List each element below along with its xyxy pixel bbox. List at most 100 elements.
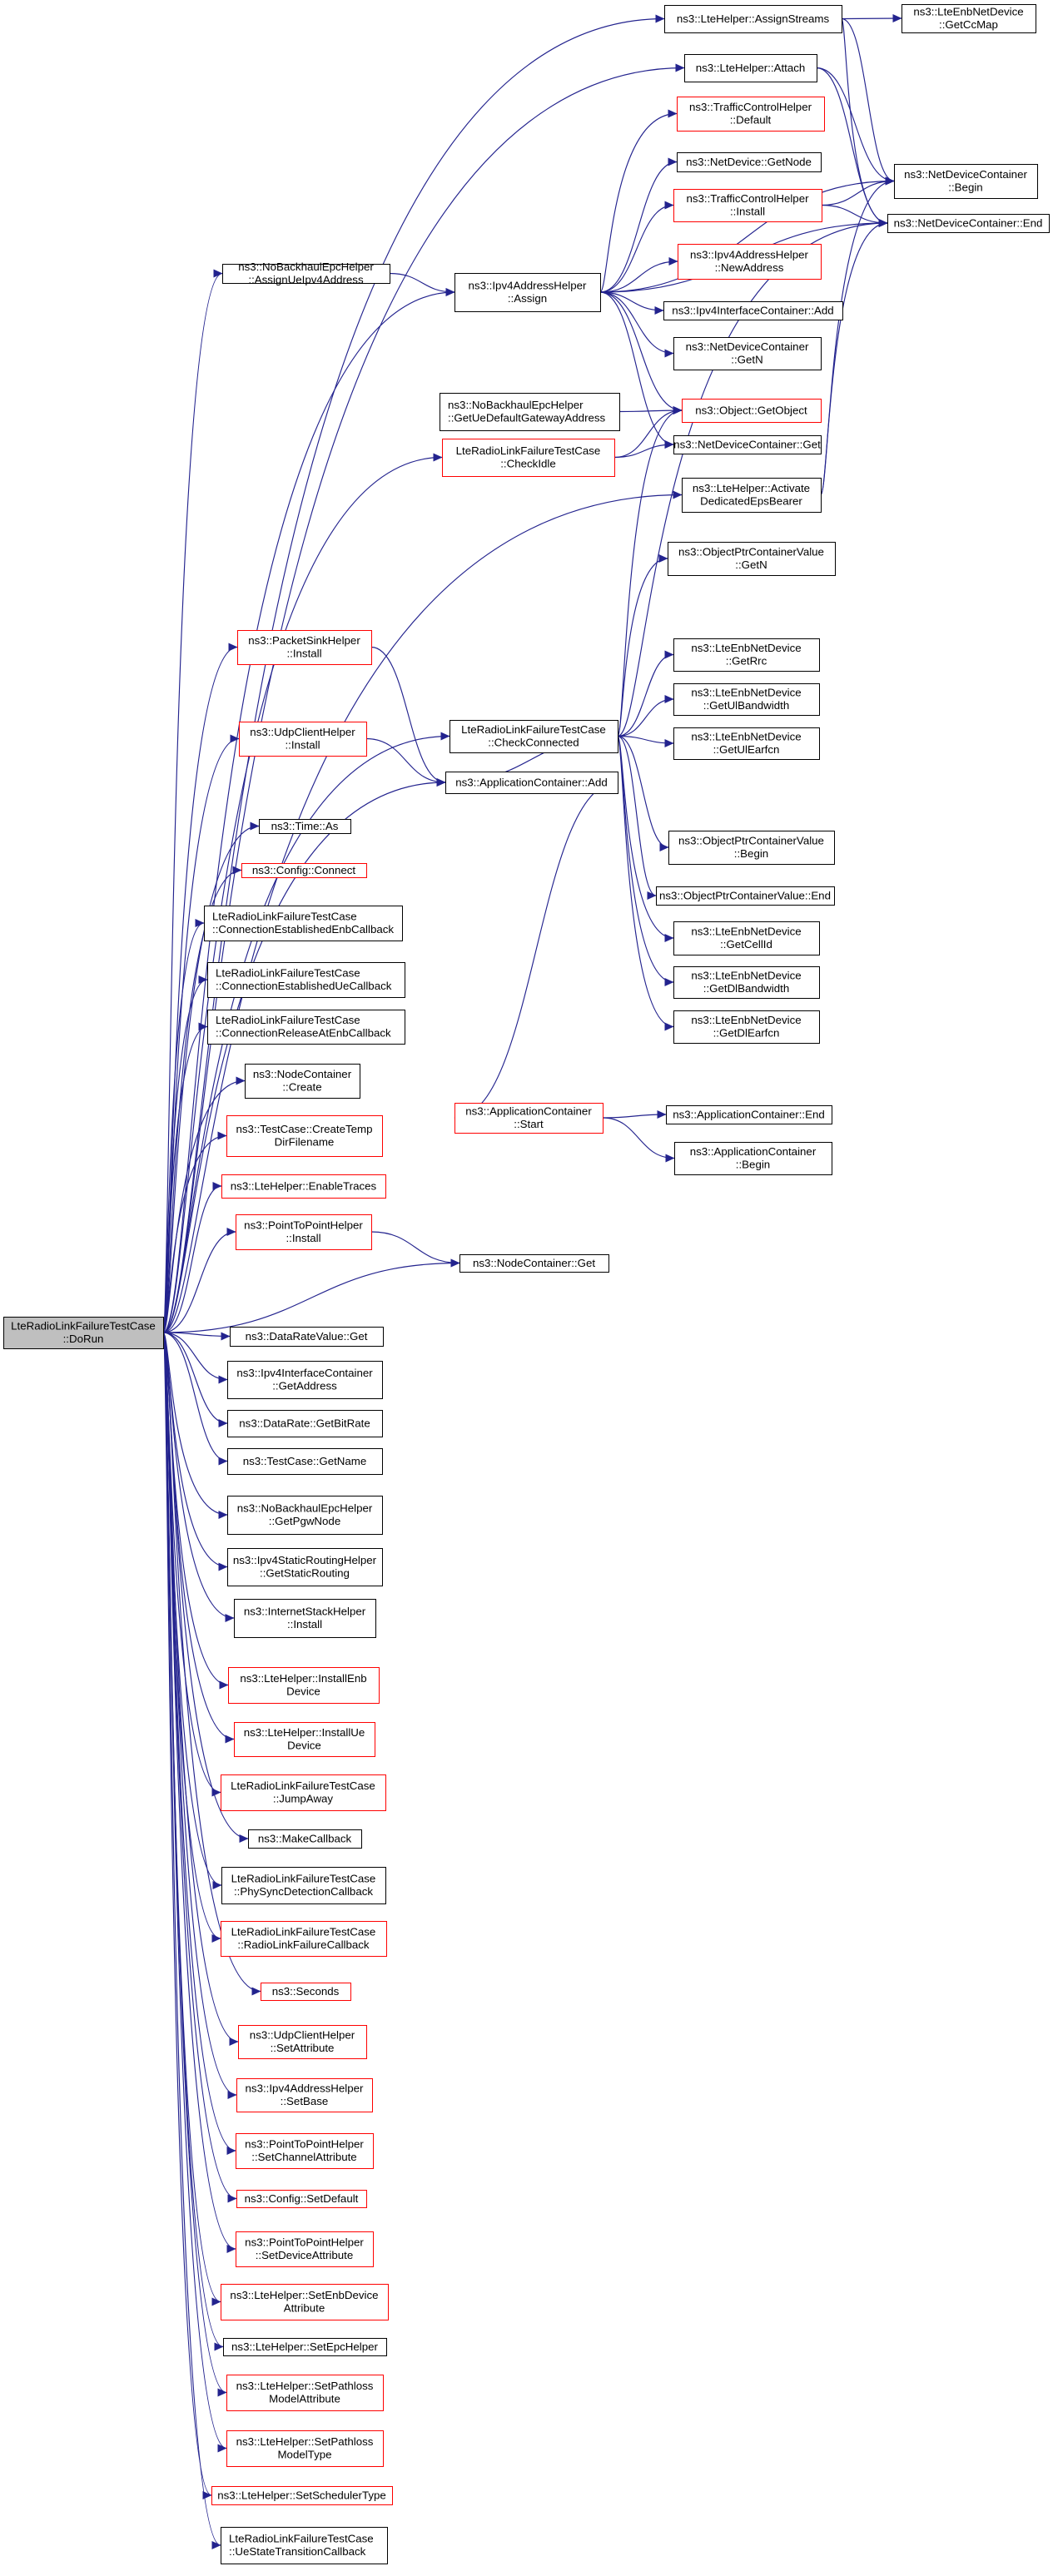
svg-text:LteRadioLinkFailureTestCase: LteRadioLinkFailureTestCase: [11, 1320, 156, 1333]
svg-text:ns3::ObjectPtrContainerValue: ns3::ObjectPtrContainerValue: [678, 546, 824, 558]
svg-text:::CheckIdle: ::CheckIdle: [500, 458, 556, 470]
svg-text:ns3::LteEnbNetDevice: ns3::LteEnbNetDevice: [691, 926, 801, 938]
svg-text:Device: Device: [286, 1685, 320, 1698]
svg-text:ns3::LteHelper::SetPathloss: ns3::LteHelper::SetPathloss: [236, 2380, 374, 2392]
svg-text:::Start: ::Start: [514, 1118, 544, 1130]
svg-text:ns3::Ipv4InterfaceContainer: ns3::Ipv4InterfaceContainer: [236, 1367, 373, 1379]
svg-text:ns3::DataRateValue::Get: ns3::DataRateValue::Get: [246, 1330, 368, 1343]
svg-text:::Begin: ::Begin: [736, 1159, 770, 1171]
svg-text:::GetStaticRouting: ::GetStaticRouting: [260, 1567, 350, 1580]
svg-text:LteRadioLinkFailureTestCase: LteRadioLinkFailureTestCase: [216, 1014, 360, 1026]
svg-text:ns3::NetDeviceContainer: ns3::NetDeviceContainer: [904, 168, 1027, 181]
svg-text:ns3::LteEnbNetDevice: ns3::LteEnbNetDevice: [913, 6, 1023, 18]
svg-text:::SetBase: ::SetBase: [281, 2095, 329, 2107]
svg-text:ns3::LteHelper::SetSchedulerTy: ns3::LteHelper::SetSchedulerType: [217, 2489, 386, 2501]
svg-text:ns3::LteEnbNetDevice: ns3::LteEnbNetDevice: [691, 1014, 801, 1026]
svg-text:ns3::NetDeviceContainer::End: ns3::NetDeviceContainer::End: [894, 216, 1043, 229]
svg-text:::Begin: ::Begin: [734, 847, 768, 860]
svg-text:::NewAddress: ::NewAddress: [715, 261, 784, 274]
svg-text:LteRadioLinkFailureTestCase: LteRadioLinkFailureTestCase: [461, 723, 606, 736]
svg-text:ns3::Config::Connect: ns3::Config::Connect: [252, 864, 355, 876]
svg-text:ns3::Time::As: ns3::Time::As: [271, 820, 339, 832]
svg-text:DedicatedEpsBearer: DedicatedEpsBearer: [700, 495, 802, 508]
svg-text:ns3::Ipv4AddressHelper: ns3::Ipv4AddressHelper: [690, 249, 808, 261]
svg-text:ns3::Config::SetDefault: ns3::Config::SetDefault: [245, 2192, 359, 2205]
svg-text:ns3::Ipv4AddressHelper: ns3::Ipv4AddressHelper: [246, 2082, 364, 2095]
svg-text:ns3::LteHelper::InstallEnb: ns3::LteHelper::InstallEnb: [240, 1672, 366, 1685]
svg-text:ns3::NoBackhaulEpcHelper: ns3::NoBackhaulEpcHelper: [237, 1502, 373, 1515]
svg-text:ns3::InternetStackHelper: ns3::InternetStackHelper: [244, 1606, 366, 1618]
svg-text:ns3::LteHelper::InstallUe: ns3::LteHelper::InstallUe: [244, 1726, 365, 1739]
svg-text:ns3::LteHelper::Activate: ns3::LteHelper::Activate: [693, 482, 810, 494]
svg-text:::PhySyncDetectionCallback: ::PhySyncDetectionCallback: [234, 1885, 373, 1898]
svg-text:ns3::LteEnbNetDevice: ns3::LteEnbNetDevice: [691, 970, 801, 982]
svg-text:ns3::Ipv4AddressHelper: ns3::Ipv4AddressHelper: [469, 280, 587, 292]
svg-text:::GetPgwNode: ::GetPgwNode: [269, 1515, 340, 1527]
svg-text:ns3::Object::GetObject: ns3::Object::GetObject: [695, 404, 807, 416]
svg-text:LteRadioLinkFailureTestCase: LteRadioLinkFailureTestCase: [216, 967, 360, 980]
svg-text:Attribute: Attribute: [284, 2302, 325, 2315]
svg-text:ns3::UdpClientHelper: ns3::UdpClientHelper: [250, 726, 355, 738]
svg-text:::GetCellId: ::GetCellId: [720, 938, 772, 950]
svg-text:ModelType: ModelType: [277, 2449, 331, 2461]
svg-text:ns3::LteHelper::AssignStreams: ns3::LteHelper::AssignStreams: [677, 12, 830, 25]
svg-text:ns3::TestCase::CreateTemp: ns3::TestCase::CreateTemp: [236, 1123, 372, 1135]
svg-text:::GetUeDefaultGatewayAddress: ::GetUeDefaultGatewayAddress: [448, 412, 606, 424]
svg-text:::JumpAway: ::JumpAway: [273, 1793, 334, 1805]
svg-text:::GetDlBandwidth: ::GetDlBandwidth: [703, 982, 789, 995]
svg-text:LteRadioLinkFailureTestCase: LteRadioLinkFailureTestCase: [231, 1779, 375, 1792]
svg-text:ns3::NodeContainer::Get: ns3::NodeContainer::Get: [473, 1257, 595, 1269]
svg-text:ns3::Ipv4StaticRoutingHelper: ns3::Ipv4StaticRoutingHelper: [233, 1554, 377, 1566]
svg-text:DirFilename: DirFilename: [275, 1136, 335, 1149]
svg-text:ns3::LteEnbNetDevice: ns3::LteEnbNetDevice: [691, 687, 801, 699]
svg-text:::Begin: ::Begin: [948, 181, 982, 194]
svg-text:Device: Device: [287, 1740, 321, 1752]
svg-text:::Install: ::Install: [287, 1618, 322, 1630]
svg-text:ns3::MakeCallback: ns3::MakeCallback: [258, 1832, 352, 1844]
svg-text:ns3::ObjectPtrContainerValue::: ns3::ObjectPtrContainerValue::End: [659, 889, 831, 901]
svg-text:::Default: ::Default: [730, 114, 772, 127]
svg-text:LteRadioLinkFailureTestCase: LteRadioLinkFailureTestCase: [231, 1873, 376, 1885]
svg-text:ns3::NoBackhaulEpcHelper: ns3::NoBackhaulEpcHelper: [238, 261, 374, 273]
svg-text:::AssignUeIpv4Address: ::AssignUeIpv4Address: [248, 274, 364, 286]
svg-text:::GetAddress: ::GetAddress: [272, 1380, 337, 1392]
svg-text:LteRadioLinkFailureTestCase: LteRadioLinkFailureTestCase: [229, 2533, 374, 2545]
svg-text:LteRadioLinkFailureTestCase: LteRadioLinkFailureTestCase: [231, 1926, 376, 1938]
svg-text:ns3::Ipv4InterfaceContainer::A: ns3::Ipv4InterfaceContainer::Add: [672, 304, 833, 316]
svg-text:LteRadioLinkFailureTestCase: LteRadioLinkFailureTestCase: [212, 911, 357, 923]
svg-text:ns3::DataRate::GetBitRate: ns3::DataRate::GetBitRate: [239, 1417, 370, 1429]
svg-text:ns3::PointToPointHelper: ns3::PointToPointHelper: [245, 2236, 364, 2249]
svg-text:ns3::LteHelper::EnableTraces: ns3::LteHelper::EnableTraces: [231, 1179, 377, 1192]
svg-text:::GetN: ::GetN: [735, 558, 767, 571]
svg-text:ns3::NoBackhaulEpcHelper: ns3::NoBackhaulEpcHelper: [448, 399, 584, 411]
svg-text:ModelAttribute: ModelAttribute: [269, 2393, 340, 2405]
svg-text:::Install: ::Install: [730, 206, 765, 218]
svg-text:::ConnectionEstablishedEnbCall: ::ConnectionEstablishedEnbCallback: [212, 923, 394, 936]
svg-text:ns3::LteHelper::SetEnbDevice: ns3::LteHelper::SetEnbDevice: [230, 2289, 378, 2301]
svg-text:ns3::PointToPointHelper: ns3::PointToPointHelper: [244, 1219, 363, 1232]
svg-text:ns3::ApplicationContainer: ns3::ApplicationContainer: [690, 1145, 817, 1158]
svg-text:::DoRun: ::DoRun: [63, 1333, 104, 1345]
svg-text:ns3::LteHelper::Attach: ns3::LteHelper::Attach: [696, 62, 806, 74]
svg-text:ns3::NodeContainer: ns3::NodeContainer: [253, 1068, 352, 1080]
svg-text:::GetRrc: ::GetRrc: [726, 655, 767, 668]
svg-text:::UeStateTransitionCallback: ::UeStateTransitionCallback: [229, 2545, 366, 2558]
svg-text:::SetDeviceAttribute: ::SetDeviceAttribute: [256, 2249, 354, 2261]
svg-text:ns3::Seconds: ns3::Seconds: [272, 1985, 340, 1998]
svg-text:::SetChannelAttribute: ::SetChannelAttribute: [251, 2151, 356, 2163]
svg-text:::GetUlEarfcn: ::GetUlEarfcn: [713, 743, 780, 756]
svg-text:ns3::NetDeviceContainer::Get: ns3::NetDeviceContainer::Get: [673, 438, 821, 450]
svg-text:ns3::ObjectPtrContainerValue: ns3::ObjectPtrContainerValue: [678, 835, 824, 847]
svg-text:ns3::LteEnbNetDevice: ns3::LteEnbNetDevice: [691, 642, 801, 654]
svg-text:::ConnectionEstablishedUeCallb: ::ConnectionEstablishedUeCallback: [216, 980, 392, 992]
svg-text:ns3::NetDeviceContainer: ns3::NetDeviceContainer: [686, 340, 809, 353]
svg-text:::Install: ::Install: [286, 1232, 320, 1244]
svg-text:::CheckConnected: ::CheckConnected: [488, 737, 579, 749]
svg-text:::Install: ::Install: [286, 648, 321, 660]
svg-text:::GetUlBandwidth: ::GetUlBandwidth: [703, 699, 789, 712]
svg-text:ns3::NetDevice::GetNode: ns3::NetDevice::GetNode: [686, 156, 812, 168]
svg-text:ns3::ApplicationContainer: ns3::ApplicationContainer: [465, 1105, 592, 1118]
svg-text:::ConnectionReleaseAtEnbCallba: ::ConnectionReleaseAtEnbCallback: [216, 1027, 391, 1040]
svg-text:::Install: ::Install: [285, 739, 320, 752]
svg-text:ns3::LteEnbNetDevice: ns3::LteEnbNetDevice: [691, 731, 801, 743]
